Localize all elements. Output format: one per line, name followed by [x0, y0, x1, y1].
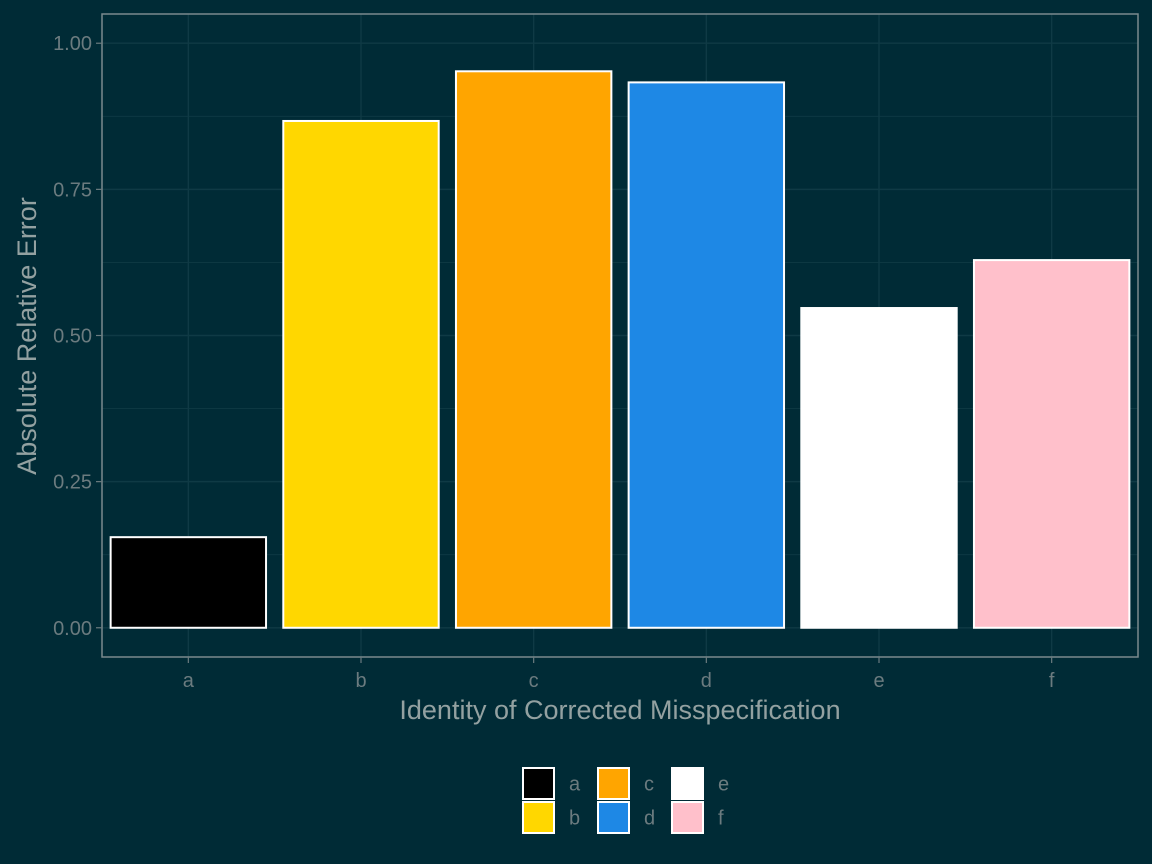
bar-e [800, 307, 958, 629]
x-tick-label: f [1049, 670, 1055, 692]
legend-key-e [671, 767, 704, 800]
x-axis-title: Identity of Corrected Misspecification [399, 695, 840, 725]
bar-c [454, 70, 613, 629]
y-tick-label: 0.75 [53, 179, 92, 201]
legend-key-b [522, 801, 555, 834]
x-tick-label: e [873, 670, 884, 692]
legend-key-d [597, 801, 630, 834]
y-axis-title: Absolute Relative Error [12, 197, 42, 475]
x-tick-label: c [529, 670, 539, 692]
legend-label-d: d [644, 808, 655, 830]
y-tick-label: 0.50 [53, 326, 92, 348]
legend-label-b: b [569, 808, 580, 830]
bar-b [282, 119, 440, 629]
bars [109, 70, 1131, 629]
legend-key-a [522, 767, 555, 800]
legend-label-a: a [569, 774, 581, 796]
y-tick-label: 1.00 [53, 33, 92, 55]
bar-f [972, 259, 1131, 629]
legend-label-e: e [718, 774, 729, 796]
bar-a [109, 536, 268, 629]
legend: ab cd ef [522, 767, 729, 834]
x-tick-label: b [355, 670, 366, 692]
legend-key-c [597, 767, 630, 800]
legend-key-f [671, 801, 704, 834]
x-tick-label: d [701, 670, 712, 692]
x-axis-ticks: a b c d e f [183, 657, 1055, 692]
y-tick-label: 0.25 [53, 472, 92, 494]
bar-d [627, 81, 786, 629]
y-axis-ticks: 0.00 0.25 0.50 0.75 1.00 [53, 33, 102, 640]
x-tick-label: a [183, 670, 195, 692]
legend-label-c: c [644, 774, 654, 796]
legend-label-f: f [718, 808, 724, 830]
y-tick-label: 0.00 [53, 618, 92, 640]
